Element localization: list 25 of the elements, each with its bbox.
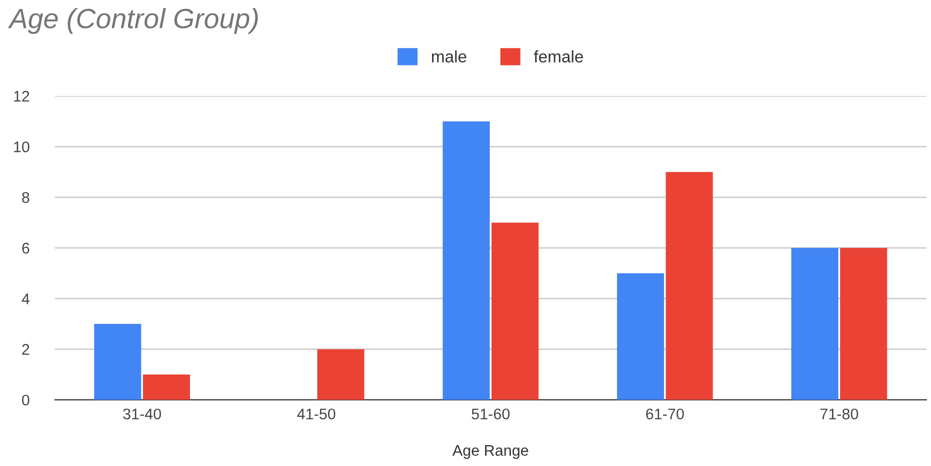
y-tick-label: 6 <box>22 242 30 254</box>
bar <box>791 248 838 400</box>
bar <box>442 121 490 400</box>
bar <box>616 273 664 400</box>
x-tick-label: 31-40 <box>123 408 162 420</box>
x-tick-label: 51-60 <box>472 408 510 420</box>
bar <box>94 324 142 400</box>
x-axis-title: Age Range <box>452 445 528 459</box>
bar <box>492 222 539 400</box>
bar <box>840 248 888 400</box>
chart-title: Age (Control Group) <box>8 8 258 34</box>
bar <box>666 172 713 400</box>
y-tick-label: 4 <box>22 294 30 304</box>
y-tick-label: 0 <box>22 394 30 406</box>
x-tick-label: 61-70 <box>646 408 684 420</box>
y-tick-label: 2 <box>22 344 30 355</box>
y-tick-label: 8 <box>22 192 30 203</box>
legend-label: female <box>534 50 583 63</box>
bar <box>317 349 364 400</box>
y-tick-label: 12 <box>14 90 30 102</box>
legend-label: male <box>432 50 466 63</box>
x-tick-label: 41-50 <box>297 408 336 420</box>
y-tick-label: 10 <box>14 142 30 152</box>
bar <box>142 374 190 400</box>
x-tick-label: 71-80 <box>820 408 858 420</box>
